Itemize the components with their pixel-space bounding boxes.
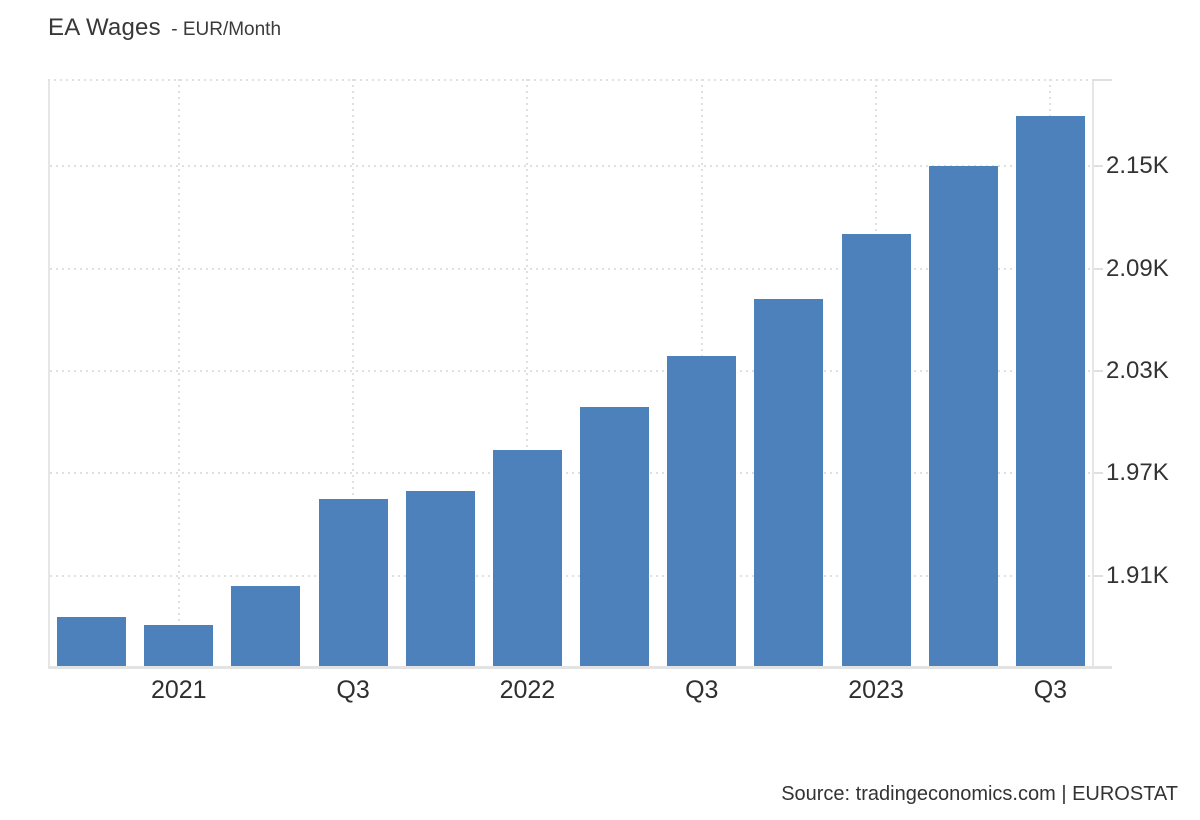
chart-title: EA Wages xyxy=(48,14,161,41)
y-axis-tick xyxy=(1094,369,1103,372)
gridline-vertical xyxy=(526,79,529,666)
bar-q1-2023[interactable] xyxy=(841,233,911,666)
bar-q2-2022[interactable] xyxy=(580,407,649,666)
bar-q3-2023[interactable] xyxy=(1015,116,1085,666)
gridline-vertical xyxy=(177,79,180,666)
gridline-horizontal xyxy=(50,369,1092,372)
source-link[interactable]: Source: tradingeconomics.com | EUROSTAT xyxy=(781,783,1178,805)
bar-q1-2022[interactable] xyxy=(492,449,562,666)
x-axis-label: Q3 xyxy=(1033,676,1068,704)
gridline-horizontal xyxy=(50,472,1092,475)
x-axis-line xyxy=(48,666,1112,669)
bar-q4-2020[interactable] xyxy=(57,616,126,666)
x-axis-label: 2022 xyxy=(499,676,556,704)
gridline-vertical xyxy=(352,79,355,666)
y-axis-tick xyxy=(1094,165,1103,168)
bar-q2-2023[interactable] xyxy=(928,165,998,666)
x-axis-label: Q3 xyxy=(336,676,370,704)
plot-border-top-tick xyxy=(1094,79,1112,81)
bar-q3-2022[interactable] xyxy=(667,356,737,666)
y-axis-tick xyxy=(1094,472,1103,475)
bar-q1-2021[interactable] xyxy=(144,625,214,666)
y-axis-label: 1.91K xyxy=(1106,561,1169,589)
gridline-horizontal xyxy=(50,165,1092,168)
bar-q4-2022[interactable] xyxy=(754,298,824,666)
plot-border-top xyxy=(48,79,1094,81)
y-axis-label: 2.15K xyxy=(1106,152,1169,180)
y-axis-label: 2.09K xyxy=(1106,254,1169,282)
y-axis-label: 2.03K xyxy=(1106,356,1169,384)
bar-q2-2021[interactable] xyxy=(231,586,301,666)
x-axis-label: 2023 xyxy=(848,676,904,704)
x-axis-label: Q3 xyxy=(685,676,719,704)
gridline-horizontal xyxy=(50,267,1092,270)
plot-area: 1.91K 1.97K 2.03K 2.09K 2.15K 2021 Q3 2022 Q3 202… xyxy=(48,79,1169,704)
plot-border-right xyxy=(1092,79,1094,668)
y-axis-label: 1.97K xyxy=(1106,459,1169,487)
bar-q3-2021[interactable] xyxy=(318,499,388,666)
source-attribution: Source: tradingeconomics.com | EUROSTAT xyxy=(781,783,1178,806)
x-axis-label: 2021 xyxy=(150,676,207,704)
chart-subtitle: - EUR/Month xyxy=(171,19,282,40)
bar-q4-2021[interactable] xyxy=(405,490,475,666)
y-axis-tick xyxy=(1094,267,1103,270)
gridline-horizontal xyxy=(50,574,1092,577)
plot-border-left xyxy=(48,79,50,668)
chart-header: EA Wages - EUR/Month xyxy=(48,14,281,42)
y-axis-tick xyxy=(1094,574,1103,577)
